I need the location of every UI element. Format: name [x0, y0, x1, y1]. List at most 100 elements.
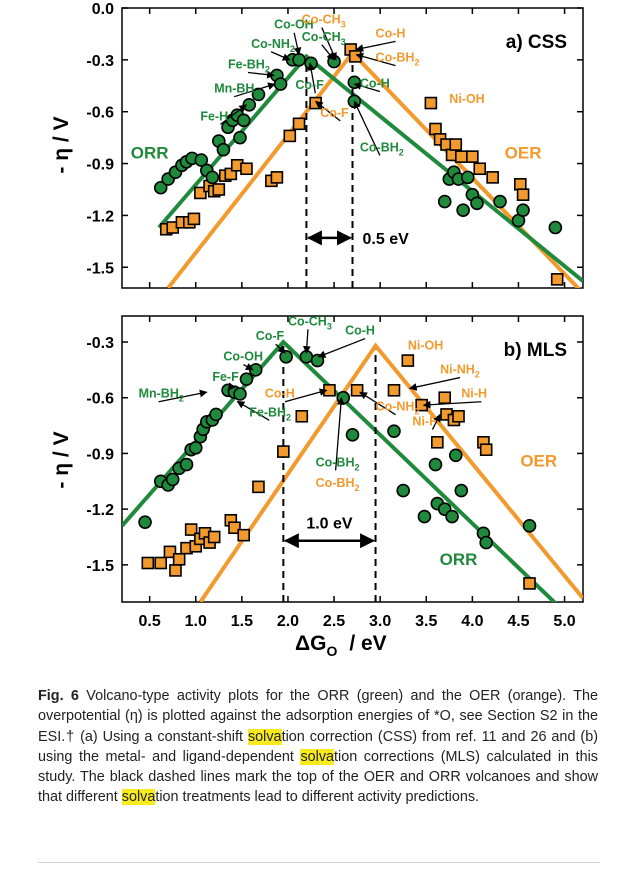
panel-a-oer-point	[454, 150, 468, 163]
panel-b-annotation-text: Co-OH	[223, 350, 263, 364]
panel-b-oer-point	[523, 577, 536, 590]
figure-caption: Fig. 6 Volcano-type activity plots for t…	[38, 686, 598, 808]
panel-a-annotation-label: Co-BH2	[360, 140, 404, 157]
caption-rule	[38, 862, 600, 863]
panel-a-annotation-text: Fe-H	[200, 109, 228, 123]
panel-b-orr-point	[428, 457, 443, 472]
panel-b-annotation-sub: 2	[179, 394, 184, 404]
panel-a-annotation-arrow	[247, 70, 275, 79]
panel-b-annotation-label: Fe-BH2	[249, 405, 291, 422]
panel-b-oer-point	[438, 391, 452, 405]
panel-b-annotation-text: Co-H	[265, 387, 295, 401]
panel-b-annotation-label: Co-H	[345, 324, 375, 338]
panel-b-annotation-sub: 2	[414, 407, 419, 417]
panel-b-annotation-text: Fe-F	[212, 370, 239, 384]
panel-b-oer-point	[172, 552, 186, 566]
panel-b-x-tick-label: 2.0	[277, 613, 299, 630]
panel-b-annotation-sub: 2	[355, 462, 360, 472]
panel-b-annotation-text: Co-CH	[288, 314, 327, 328]
panel-b-orr-point	[310, 353, 325, 368]
panel-b-annotation-label: Mn-BH2	[139, 387, 184, 404]
panel-b-frame	[121, 315, 584, 603]
panel-b-annotation-arrow	[334, 396, 345, 471]
panel-a-orr-point	[242, 97, 257, 112]
panel-a-annotation-label: Co-BH2	[376, 51, 420, 68]
panel-b-annotation-arrow	[317, 337, 366, 358]
panel-a-annotation-label: Co-H	[360, 77, 390, 91]
panel-b-oer-point	[452, 409, 465, 423]
panel-a-annotation-text: Co-BH	[376, 51, 415, 65]
panel-b-orr-point	[445, 509, 459, 524]
panel-a-orr-point	[292, 53, 306, 67]
panel-b-orr-point	[417, 509, 432, 524]
panel-a-y-tick-label: -0.9	[86, 157, 114, 174]
panel-a-oer-point	[550, 273, 564, 286]
panel-a-annotation-text: Mn-BH	[214, 82, 254, 96]
panel-a-annotation-text: Co-BH	[360, 140, 399, 154]
panel-a-y-tick-label: -1.2	[86, 208, 114, 225]
panel-a-oer-point	[270, 171, 284, 184]
panel-a-annotation-sub: 2	[290, 44, 295, 54]
panel-b-annotation-label: Ni-OH	[408, 338, 443, 352]
panel-a-annotation-label: Fe-H	[200, 109, 228, 123]
panel-b-oer-point	[141, 556, 155, 570]
panel-a-annotation-sub: 3	[341, 20, 346, 30]
panel-a-annotation-arrow	[307, 62, 316, 94]
panel-b-annotation-label: Co-BH2	[316, 455, 360, 472]
panel-b-orr-point	[345, 428, 360, 442]
panel-b-annotation-arrow	[422, 400, 482, 409]
panel-a-annotation-text: Co-F	[295, 78, 324, 92]
caption-text-1: Volcano-type activity plots for the ORR …	[38, 688, 598, 745]
panel-b-orr-point	[138, 515, 152, 529]
panel-a-annotation-text: Co-F	[320, 106, 349, 120]
panel-b-oer-volcano-line	[198, 342, 583, 602]
panel-a-orr-point	[216, 142, 231, 157]
panel-b-annotation-text: Ni-NH	[440, 363, 475, 377]
panel-b-orr-point	[396, 483, 411, 498]
panel-a-series-label: ORR	[131, 143, 169, 162]
panel-b-annotation-text: Co-NH	[376, 400, 415, 414]
panel-b-x-tick-label: 1.0	[185, 613, 207, 630]
panel-b-oer-point	[479, 443, 493, 457]
panel-a-annotation-sub: 2	[254, 89, 259, 99]
panel-b-oer-point	[184, 523, 198, 536]
panel-a-oer-point	[429, 122, 442, 136]
panel-b-oer-point	[277, 445, 290, 458]
panel-b-oer-point	[207, 530, 221, 544]
x-axis-label-main: ΔG	[295, 632, 326, 655]
panel-a-annotation-text: Fe-BH	[228, 57, 265, 71]
panel-b-y-tick-label: -1.2	[86, 502, 114, 519]
panel-b-annotation-label: Ni-H	[461, 387, 487, 401]
panel-a-annotation-sub: 2	[414, 58, 419, 68]
panel-b-oer-point	[252, 480, 265, 494]
panel-b-orr-point	[522, 519, 537, 533]
x-axis-label-sub: O	[326, 643, 337, 659]
panel-a-annotation-label: Ni-OH	[449, 92, 484, 106]
panel-b-orr-point	[454, 483, 469, 498]
panel-a-annotation-sub: 3	[341, 37, 346, 47]
panel-a-annotation-text: Co-OH	[274, 18, 314, 32]
panel-a-orr-point	[470, 196, 484, 211]
panel-b-oer-point	[163, 545, 177, 559]
panel-b-annotation-label: Co-F	[256, 329, 285, 343]
panel-b-annotation-text: Co-H	[345, 324, 375, 338]
panel-a-orr-point	[456, 203, 470, 218]
panel-a-annotation-label: Co-CH3	[302, 13, 346, 30]
panel-b-annotation-arrow	[275, 343, 286, 354]
panel-a-oer-point	[292, 117, 306, 131]
panel-b-orr-point	[248, 363, 263, 377]
panel-a-oer-point	[516, 188, 530, 201]
panel-b-oer-point	[228, 521, 241, 535]
panel-a-orr-point	[327, 54, 341, 69]
panel-b-annotation-arrow	[359, 391, 396, 416]
panel-a-annotation-arrow	[234, 82, 276, 98]
panel-b-annotation-sub: 2	[355, 483, 360, 493]
panel-a-css: 0.0-0.3-0.6-0.9-1.2-1.50.5 eVCo-OHCo-NH2…	[86, 1, 584, 289]
panel-b-x-tick-label: 1.5	[231, 613, 253, 630]
panel-a-orr-point	[493, 194, 507, 209]
panel-a-oer-point	[466, 150, 479, 163]
panel-b-annotation-label: Fe-F	[212, 370, 239, 384]
panel-b-orr-point	[209, 407, 223, 422]
caption-highlight-2: solva	[300, 748, 335, 765]
panel-b-oer-point	[350, 383, 364, 397]
